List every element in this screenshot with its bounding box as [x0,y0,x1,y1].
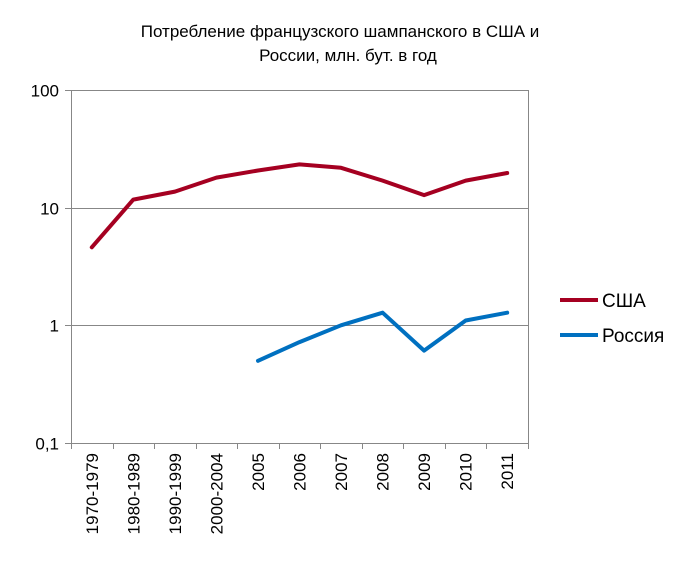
y-tick-label: 10 [40,200,59,219]
x-tick-label: 2006 [291,453,310,491]
x-tick-label: 2010 [457,453,476,491]
y-tick-label: 100 [31,82,59,101]
x-tick-label: 2011 [498,453,517,490]
x-tick-label: 1970-1979 [83,453,102,534]
x-tick-label: 2000-2004 [207,453,226,534]
chart-title-line-1: Потребление французского шампанского в С… [141,22,540,41]
series-line-0 [89,162,510,250]
legend-label: Россия [602,326,664,347]
series-line-1 [256,310,510,363]
x-tick-label: 1980-1989 [124,453,143,534]
x-tick-label: 2005 [249,453,268,491]
x-tick-label: 2009 [415,453,434,491]
x-tick-label: 2007 [332,453,351,491]
chart-title-line-2: России, млн. бут. в год [259,46,437,65]
y-tick-label: 1 [50,317,59,336]
x-tick-label: 2008 [374,453,393,491]
x-tick-label: 1990-1999 [166,453,185,534]
y-tick-label: 0,1 [35,435,59,454]
legend-label: США [602,291,646,312]
